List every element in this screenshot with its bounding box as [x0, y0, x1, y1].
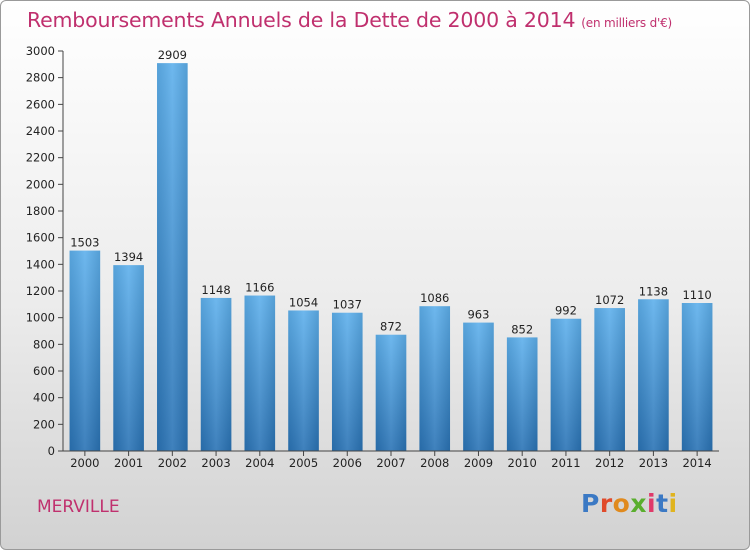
x-tick-label-2013: 2013 [639, 456, 668, 470]
logo-letter: x [630, 489, 647, 518]
x-tick-label-2000: 2000 [70, 456, 99, 470]
proxiti-logo[interactable]: Proxiti [581, 489, 678, 518]
x-tick-label-2009: 2009 [464, 456, 493, 470]
x-tick-label-2004: 2004 [245, 456, 274, 470]
bar-shade-2007 [375, 334, 407, 451]
data-label-2012: 1072 [595, 293, 624, 307]
y-tick-label: 1400 [26, 257, 55, 271]
bar-shade-2013 [638, 299, 669, 451]
logo-letter: i [647, 489, 657, 518]
x-tick-label-2008: 2008 [420, 456, 449, 470]
data-label-2001: 1394 [114, 250, 143, 264]
data-label-2003: 1148 [201, 283, 230, 297]
bar-shade-2008 [419, 306, 451, 451]
x-axis: 2000 2001 2002 2003 2004 2005 2006 2007 2008 2009… [63, 450, 719, 470]
logo-letter: t [656, 489, 669, 518]
y-tick-label: 1000 [26, 311, 55, 325]
y-tick-label: 400 [33, 391, 55, 405]
logo-letter: r [599, 489, 613, 518]
bar-shade-2002 [157, 63, 188, 452]
y-tick-label: 600 [33, 364, 55, 378]
bar-shade-2006 [331, 312, 363, 451]
data-label-2007: 872 [380, 320, 402, 334]
y-tick-label: 2000 [26, 177, 55, 191]
bar-shade-2001 [113, 265, 144, 451]
bars: 1503 1394 2909 1148 1166 1054 1037 872 1086 963 85… [69, 48, 713, 452]
data-label-2006: 1037 [333, 298, 362, 312]
x-tick-label-2001: 2001 [114, 456, 143, 470]
data-label-2010: 852 [511, 322, 533, 336]
bar-shade-2004 [244, 295, 276, 451]
bar-shade-2012 [594, 308, 625, 451]
y-tick-label: 1600 [26, 231, 55, 245]
x-tick-label-2014: 2014 [682, 456, 711, 470]
y-tick-label: 2200 [26, 151, 55, 165]
data-label-2000: 1503 [70, 236, 99, 250]
data-label-2013: 1138 [639, 284, 668, 298]
bar-shade-2005 [288, 310, 319, 451]
y-tick-label: 3000 [26, 44, 55, 58]
x-tick-label-2010: 2010 [508, 456, 537, 470]
x-tick-label-2005: 2005 [289, 456, 318, 470]
chart-unit: (en milliers d'€) [581, 16, 673, 30]
y-tick-label: 1800 [26, 204, 55, 218]
y-tick-label: 200 [33, 417, 55, 431]
chart-title: Remboursements Annuels de la Dette de 20… [27, 8, 672, 32]
y-tick-label: 2600 [26, 97, 55, 111]
bar-shade-2014 [681, 303, 713, 451]
data-label-2009: 963 [467, 308, 489, 322]
x-tick-label-2012: 2012 [595, 456, 624, 470]
data-label-2002: 2909 [158, 48, 187, 62]
bar-shade-2003 [200, 297, 232, 451]
logo-letter: P [581, 489, 600, 518]
x-tick-label-2003: 2003 [201, 456, 230, 470]
bar-shade-2010 [506, 337, 538, 451]
x-tick-label-2007: 2007 [376, 456, 405, 470]
y-tick-label: 2800 [26, 71, 55, 85]
bar-shade-2011 [550, 318, 582, 451]
commune-name: MERVILLE [37, 497, 120, 517]
data-label-2011: 992 [555, 304, 577, 318]
bar-shade-2000 [69, 250, 101, 451]
x-tick-label-2002: 2002 [158, 456, 187, 470]
y-tick-label: 1200 [26, 284, 55, 298]
x-tick-label-2011: 2011 [551, 456, 580, 470]
data-label-2005: 1054 [289, 295, 318, 309]
y-tick-label: 2400 [26, 124, 55, 138]
logo-letter: o [612, 489, 631, 518]
x-tick-label-2006: 2006 [333, 456, 362, 470]
y-tick-label: 800 [33, 337, 55, 351]
y-tick-label: 0 [48, 444, 55, 458]
bar-shade-2009 [463, 322, 494, 451]
data-label-2014: 1110 [682, 288, 711, 302]
chart-title-text: Remboursements Annuels de la Dette de 20… [27, 8, 576, 32]
data-label-2004: 1166 [245, 281, 274, 295]
data-label-2008: 1086 [420, 291, 449, 305]
logo-letter: i [668, 489, 678, 518]
y-axis: 0 200 400 600 800 1000 1200 1400 1600 1800 2000 220… [26, 44, 64, 458]
